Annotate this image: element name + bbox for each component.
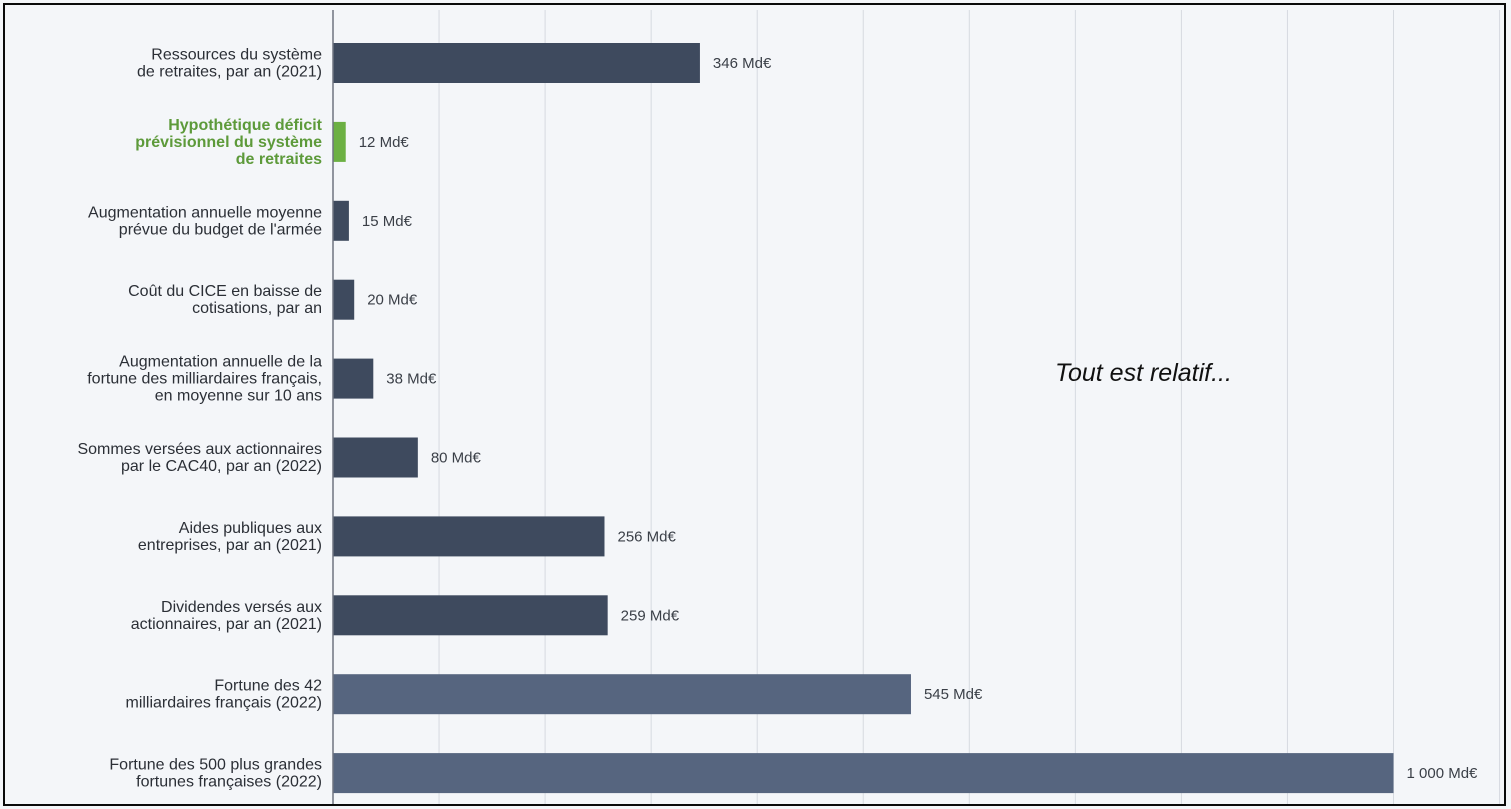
bar [333,279,355,320]
value-labels: 346 Md€ 12 Md€ 15 Md€ 20 Md€ 38 Md€ 80 Md€ 256… [359,55,1478,782]
category-label-line: Hypothétique déficit [168,117,322,134]
category-label-line: Dividendes versés aux [161,599,322,616]
category-labels: Ressources du système de retraites, par a… [77,47,322,791]
bar [333,200,349,241]
category-label-line: de retraites, par an (2021) [137,64,322,81]
value-label: 256 Md€ [617,528,676,545]
value-label: 15 Md€ [362,213,413,230]
value-label: 38 Md€ [386,371,437,388]
category-label: Augmentation annuelle de la fortune des m… [87,354,322,405]
category-label-line: entreprises, par an (2021) [138,537,322,554]
category-label-line: prévisionnel du système [135,134,322,151]
category-label-line: par le CAC40, par an (2022) [121,458,322,475]
category-label-line: fortunes françaises (2022) [136,774,322,791]
category-label-line: Sommes versées aux actionnaires [77,441,322,458]
annotation-text: Tout est relatif... [1055,359,1232,387]
category-label-line: Coût du CICE en baisse de [128,283,322,300]
bar [333,516,605,557]
bar [333,121,346,162]
category-label: Ressources du système de retraites, par a… [137,47,322,81]
category-label: Sommes versées aux actionnaires par le CA… [77,441,322,475]
category-label-line: Augmentation annuelle moyenne [88,204,322,221]
category-label-line: Ressources du système [151,47,322,64]
value-label: 1 000 Md€ [1407,765,1479,782]
grid-lines [438,10,1501,804]
category-label-line: Augmentation annuelle de la [119,354,322,371]
category-label: Fortune des 500 plus grandes fortunes fra… [109,757,322,791]
category-label: Dividendes versés aux actionnaires, par a… [131,599,322,633]
category-label: Coût du CICE en baisse de cotisations, pa… [128,283,322,317]
category-label: Augmentation annuelle moyenne prévue du b… [88,204,322,238]
category-label-line: fortune des milliardaires français, [87,371,322,388]
bar [333,437,418,478]
bar-chart: Ressources du système de retraites, par a… [77,10,1501,804]
category-label-line: cotisations, par an [192,300,322,317]
category-label-line: Aides publiques aux [179,520,322,537]
bar [333,43,700,83]
bar [333,358,374,399]
category-label: Hypothétique déficit prévisionnel du syst… [135,117,322,168]
bar [333,595,608,636]
chart-frame: Ressources du système de retraites, par a… [3,3,1506,806]
category-label-line: actionnaires, par an (2021) [131,616,322,633]
bars [333,43,1394,794]
category-label-line: prévue du budget de l'armée [119,221,322,238]
bar [333,753,1394,794]
value-label: 259 Md€ [621,607,680,624]
category-label-line: de retraites [236,151,322,168]
value-label: 12 Md€ [359,134,410,151]
value-label: 80 Md€ [431,450,482,467]
value-label: 20 Md€ [367,292,418,309]
category-label-line: Fortune des 500 plus grandes [109,757,322,774]
category-label: Aides publiques aux entreprises, par an (… [138,520,322,554]
value-label: 346 Md€ [713,55,772,72]
category-label-line: Fortune des 42 [214,678,322,695]
value-label: 545 Md€ [924,686,983,703]
bar [333,674,911,715]
category-label-line: milliardaires français (2022) [125,695,322,712]
category-label-line: en moyenne sur 10 ans [155,388,322,405]
category-label: Fortune des 42 milliardaires français (20… [125,678,322,712]
